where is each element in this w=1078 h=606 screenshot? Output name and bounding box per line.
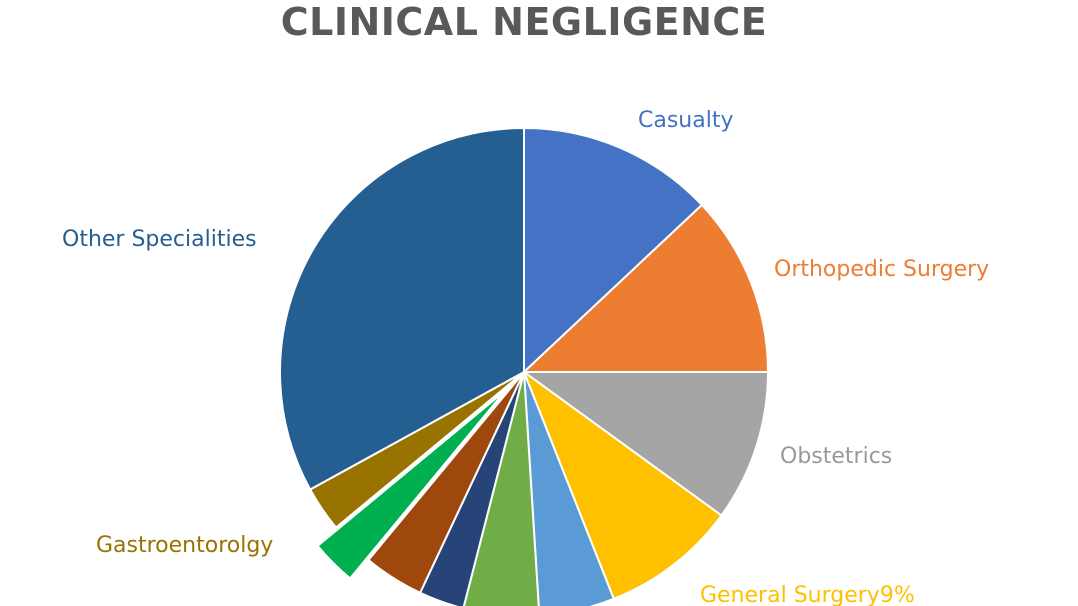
pie-slice-label: Gastroentorolgy <box>96 533 273 558</box>
pie-slice <box>521 369 723 601</box>
pie-slice-label: General Surgery9% <box>700 583 915 606</box>
pie-slice <box>521 203 770 373</box>
chart-title: CLINICAL NEGLIGENCE <box>280 0 768 44</box>
pie-slice-label: Obstetrics <box>780 444 892 469</box>
pie-slices <box>279 126 770 606</box>
pie-slice <box>523 371 616 606</box>
pie-slice <box>520 371 770 517</box>
pie-slice <box>316 389 507 580</box>
pie-slice <box>523 126 704 375</box>
pie-slice <box>367 371 525 595</box>
pie-slice <box>462 371 540 606</box>
pie-slice-label: Casualty <box>638 108 734 133</box>
pie-labels: Casualty Orthopedic Surgery Obstetrics Gene… <box>62 108 989 606</box>
pie-slice-label: Other Specialities <box>62 227 257 252</box>
pie-slice-label: Orthopedic Surgery <box>774 257 989 282</box>
pie-slice <box>279 126 525 491</box>
